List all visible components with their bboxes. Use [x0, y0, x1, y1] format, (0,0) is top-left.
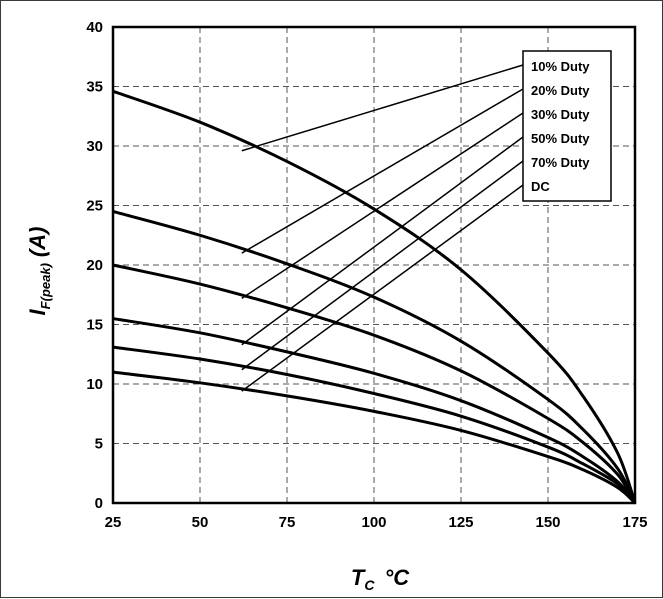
legend-label: 10% Duty [531, 59, 590, 74]
leader-line [241, 64, 524, 152]
leader-line [241, 184, 524, 392]
x-tick-label: 100 [361, 514, 386, 531]
series-line-1 [112, 210, 637, 504]
x-axis-title: TC °C [351, 565, 410, 593]
legend: 10% Duty 20% Duty 30% Duty 50% Duty 70% Duty… [522, 50, 612, 202]
leader-line [241, 136, 524, 346]
series-line-2 [112, 263, 637, 504]
series-line-3 [112, 317, 637, 504]
x-tick-label: 175 [622, 514, 647, 531]
legend-label: 70% Duty [531, 155, 590, 170]
y-axis-title-unit: (A) [25, 227, 50, 258]
curves [112, 89, 637, 505]
series-line-4 [112, 345, 637, 505]
y-axis-title-main: I [25, 308, 50, 315]
y-tick-label: 5 [95, 436, 103, 453]
y-tick-label: 30 [86, 138, 103, 155]
series-line-5 [112, 370, 637, 505]
x-tick-label: 125 [448, 514, 473, 531]
x-tick-label: 50 [192, 514, 209, 531]
legend-label: 50% Duty [531, 131, 590, 146]
x-tick-label: 75 [279, 514, 296, 531]
y-tick-label: 10 [86, 376, 103, 393]
y-tick-label: 20 [86, 257, 103, 274]
y-tick-label: 35 [86, 79, 103, 96]
y-tick-label: 0 [95, 495, 103, 512]
legend-label: DC [531, 179, 550, 194]
legend-label: 30% Duty [531, 107, 590, 122]
y-tick-label: 15 [86, 317, 103, 334]
series-line-0 [112, 89, 637, 504]
x-tick-labels: 25 50 75 100 125 150 175 [105, 514, 648, 531]
plot-border [111, 25, 637, 505]
y-tick-label: 25 [86, 198, 103, 215]
x-axis-title-main: T [351, 565, 366, 590]
legend-box [522, 50, 612, 202]
x-tick-label: 25 [105, 514, 122, 531]
y-axis-title: IF(peak) (A) [25, 227, 53, 316]
y-tick-label: 40 [86, 19, 103, 36]
leader-line [241, 112, 524, 299]
x-tick-label: 150 [535, 514, 560, 531]
leader-line [241, 160, 524, 371]
legend-leaders [241, 64, 524, 392]
y-axis-title-sub: F(peak) [38, 263, 53, 309]
x-axis-title-sub: C [364, 577, 375, 593]
y-tick-labels: 0 5 10 15 20 25 30 35 40 [86, 19, 103, 512]
leader-line [241, 88, 524, 254]
legend-label: 20% Duty [531, 83, 590, 98]
x-axis-title-unit: °C [384, 565, 410, 590]
